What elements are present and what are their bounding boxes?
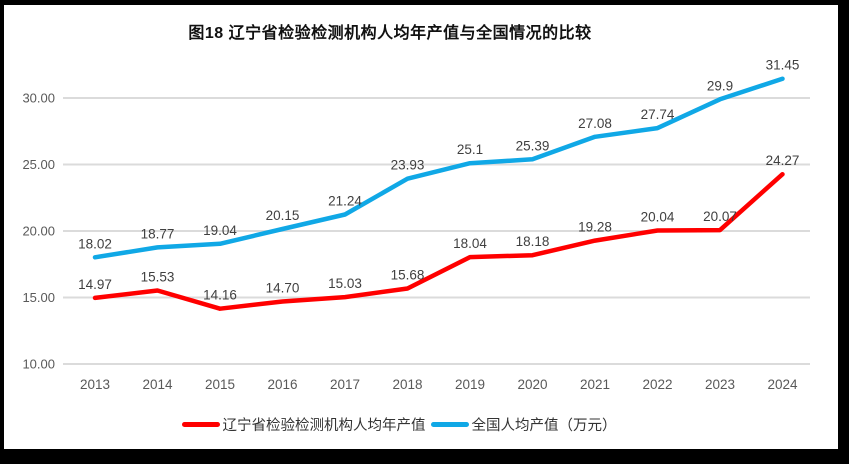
- x-axis-tick-label: 2016: [267, 377, 297, 392]
- x-axis-tick-label: 2013: [80, 377, 110, 392]
- liaoning-data-label: 18.18: [516, 234, 550, 249]
- y-axis-tick-label: 20.00: [22, 224, 55, 239]
- liaoning-data-label: 19.28: [578, 220, 612, 235]
- legend: 辽宁省检验检测机构人均年产值 全国人均产值（万元）: [4, 414, 838, 435]
- liaoning-legend-label: 辽宁省检验检测机构人均年产值: [222, 418, 426, 434]
- x-axis-tick-label: 2022: [642, 377, 672, 392]
- liaoning-data-label: 20.07: [703, 209, 737, 224]
- y-axis-tick-label: 15.00: [22, 290, 55, 305]
- x-axis-tick-label: 2018: [392, 377, 422, 392]
- x-axis-tick-label: 2024: [767, 377, 798, 392]
- national-data-label: 18.02: [78, 236, 112, 251]
- legend-item-liaoning: 辽宁省检验检测机构人均年产值: [181, 414, 426, 435]
- national-legend-label: 全国人均产值（万元）: [471, 418, 617, 434]
- national-data-label: 23.93: [391, 158, 425, 173]
- liaoning-data-label: 14.16: [203, 288, 237, 303]
- liaoning-series-line: [92, 171, 785, 311]
- axis-labels: 10.00 15.00 20.00 25.00 30.00 2013 2014 2015 201…: [22, 91, 798, 393]
- y-axis-tick-label: 30.00: [22, 91, 55, 106]
- liaoning-data-label: 14.97: [78, 277, 112, 292]
- national-data-label: 18.77: [141, 226, 175, 241]
- y-axis-tick-label: 10.00: [22, 357, 55, 372]
- national-data-label: 21.24: [328, 194, 362, 209]
- national-data-label: 27.74: [641, 107, 675, 122]
- national-data-label: 25.1: [457, 142, 483, 157]
- national-data-label: 19.04: [203, 223, 237, 238]
- national-data-label: 29.9: [707, 78, 733, 93]
- x-axis-tick-label: 2014: [142, 377, 173, 392]
- national-legend-line-marker: [430, 422, 469, 427]
- legend-item-national: 全国人均产值（万元）: [430, 414, 617, 435]
- national-data-label: 25.39: [516, 138, 550, 153]
- liaoning-data-label: 18.04: [453, 236, 487, 251]
- liaoning-legend-line-marker: [181, 422, 220, 427]
- liaoning-data-label: 15.03: [328, 276, 362, 291]
- x-axis-tick-label: 2020: [517, 377, 547, 392]
- liaoning-data-label: 15.53: [141, 269, 175, 284]
- x-axis-tick-label: 2019: [455, 377, 485, 392]
- x-axis-tick-label: 2021: [580, 377, 610, 392]
- national-data-label: 20.15: [266, 208, 300, 223]
- liaoning-data-label: 15.68: [391, 267, 425, 282]
- national-data-label: 27.08: [578, 116, 612, 131]
- data-labels: 14.97 15.53 14.16 14.70 15.03 15.68 18.04 18.18…: [78, 58, 799, 303]
- x-axis-tick-label: 2023: [705, 377, 735, 392]
- liaoning-data-label: 14.70: [266, 280, 300, 295]
- chart-title: 图18 辽宁省检验检测机构人均年产值与全国情况的比较: [188, 25, 592, 42]
- national-series-line: [92, 76, 785, 260]
- x-axis-tick-label: 2017: [330, 377, 360, 392]
- national-data-label: 31.45: [766, 58, 800, 73]
- liaoning-data-label: 20.04: [641, 209, 675, 224]
- chart-canvas: 10.00 15.00 20.00 25.00 30.00 2013 2014 2015 201…: [4, 5, 838, 449]
- x-axis-tick-label: 2015: [205, 377, 235, 392]
- y-axis-tick-label: 25.00: [22, 157, 55, 172]
- series-lines: [92, 76, 785, 311]
- liaoning-data-label: 24.27: [766, 153, 800, 168]
